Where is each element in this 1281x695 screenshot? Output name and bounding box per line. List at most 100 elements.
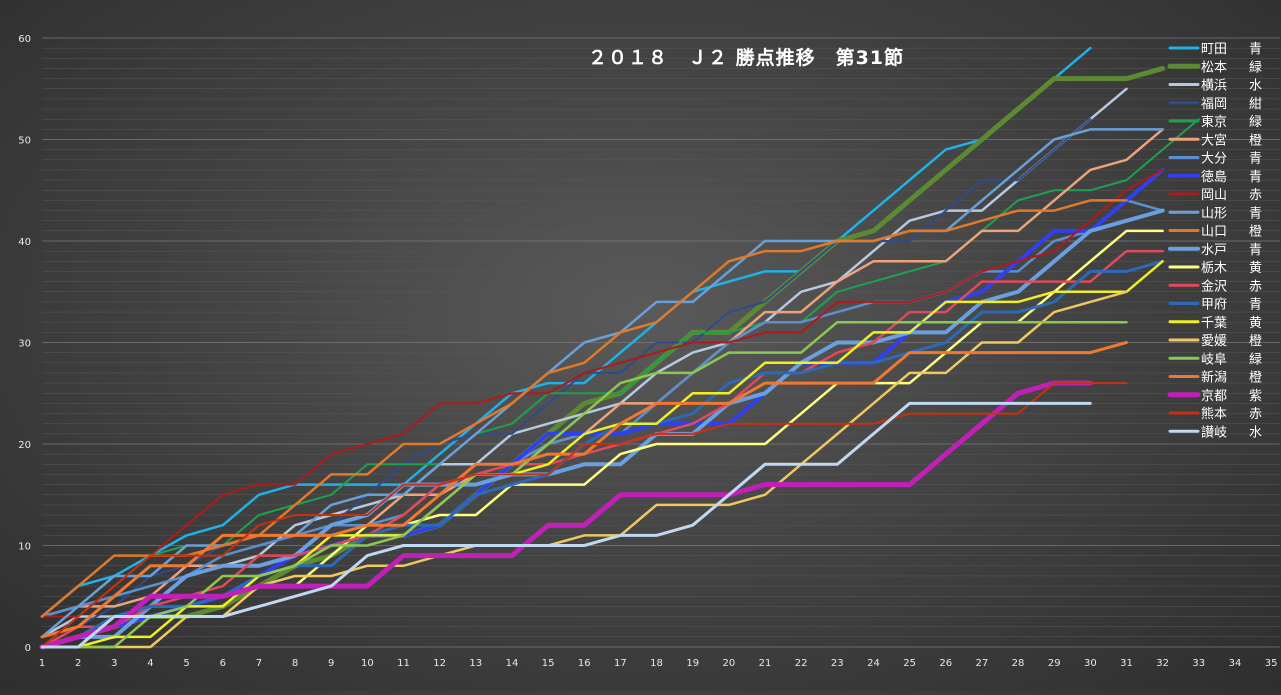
legend-label-color: 緑 — [1249, 115, 1262, 130]
x-tick-label: 26 — [939, 658, 952, 669]
x-tick-label: 20 — [722, 658, 735, 669]
legend-label: 千葉 — [1201, 316, 1227, 331]
legend-label-color: 橙 — [1249, 225, 1262, 240]
x-tick-label: 21 — [759, 658, 772, 669]
x-tick-label: 10 — [361, 658, 374, 669]
legend-label: 松本 — [1201, 60, 1227, 75]
legend-label-color: 黄 — [1249, 316, 1262, 331]
series-line-14 — [40, 249, 1164, 649]
x-tick-label: 25 — [903, 658, 916, 669]
legend-label-color: 緑 — [1249, 352, 1262, 367]
x-tick-label: 12 — [433, 658, 446, 669]
x-tick-label: 8 — [292, 658, 298, 669]
x-tick-label: 34 — [1229, 658, 1242, 669]
x-tick-label: 35 — [1265, 658, 1278, 669]
x-tick-label: 23 — [831, 658, 844, 669]
legend-label-color: 青 — [1249, 298, 1262, 313]
x-tick-label: 18 — [650, 658, 663, 669]
legend-label-color: 赤 — [1249, 188, 1262, 203]
x-tick-label: 28 — [1012, 658, 1025, 669]
legend-label: 金沢 — [1201, 278, 1227, 294]
x-tick-label: 19 — [686, 658, 699, 669]
x-tick-label: 24 — [867, 658, 880, 669]
legend-label: 横浜 — [1201, 79, 1227, 94]
y-tick-label: 30 — [18, 339, 31, 350]
x-tick-label: 32 — [1156, 658, 1169, 669]
legend-label: 讃岐 — [1201, 425, 1227, 440]
series-line-18 — [40, 320, 1128, 649]
x-tick-label: 11 — [397, 658, 410, 669]
x-tick-label: 27 — [976, 658, 989, 669]
x-tick-label: 6 — [220, 658, 226, 669]
legend-label: 岡山 — [1201, 188, 1227, 203]
y-tick-label: 60 — [18, 34, 31, 45]
y-tick-label: 0 — [25, 643, 31, 654]
x-tick-label: 15 — [542, 658, 555, 669]
series-line-2 — [39, 66, 1166, 650]
legend-label: 東京 — [1201, 114, 1227, 130]
x-tick-label: 14 — [506, 658, 519, 669]
x-tick-label: 2 — [75, 658, 81, 669]
legend-label-color: 青 — [1249, 243, 1262, 258]
legend-label: 甲府 — [1201, 298, 1227, 313]
legend-label-color: 橙 — [1249, 334, 1262, 349]
series-lines — [39, 46, 1200, 650]
x-tick-label: 5 — [183, 658, 189, 669]
x-tick-label: 30 — [1084, 658, 1097, 669]
series-line-17 — [40, 290, 1128, 649]
legend-label-color: 青 — [1249, 206, 1262, 221]
legend-label-color: 橙 — [1249, 133, 1262, 148]
legend-label-color: 青 — [1249, 170, 1262, 185]
legend-label: 新潟 — [1201, 370, 1227, 386]
legend-label: 大分 — [1201, 152, 1227, 167]
x-tick-label: 16 — [578, 658, 591, 669]
legend-label-color: 赤 — [1249, 279, 1262, 294]
legend-label: 山形 — [1201, 206, 1227, 221]
legend-label: 愛媛 — [1201, 334, 1227, 349]
legend-label-color: 橙 — [1249, 371, 1262, 386]
legend: 町田 青松本 緑横浜 水福岡 紺東京 緑大宮 橙大分 青徳島 青岡山 赤山形 青山口 橙水戸 青栃木 黄金… — [1167, 42, 1262, 440]
series-line-11 — [40, 199, 1128, 618]
legend-label-color: 青 — [1249, 152, 1262, 167]
legend-label: 岐阜 — [1201, 351, 1227, 367]
legend-label: 栃木 — [1201, 261, 1227, 276]
series-line-20 — [39, 380, 1093, 650]
legend-label: 水戸 — [1201, 243, 1227, 258]
legend-label-color: 緑 — [1249, 60, 1262, 75]
legend-label-color: 赤 — [1249, 407, 1262, 422]
y-tick-label: 20 — [18, 440, 31, 451]
x-tick-label: 9 — [328, 658, 334, 669]
x-tick-label: 4 — [147, 658, 153, 669]
legend-label-color: 青 — [1249, 42, 1262, 57]
y-tick-label: 10 — [18, 542, 31, 553]
series-line-4 — [41, 118, 1092, 638]
legend-label-color: 紺 — [1249, 97, 1262, 112]
series-line-22 — [40, 401, 1092, 649]
legend-label-color: 黄 — [1249, 261, 1262, 276]
x-tick-label: 17 — [614, 658, 627, 669]
legend-label: 京都 — [1201, 389, 1227, 404]
x-tick-label: 29 — [1048, 658, 1061, 669]
legend-label: 熊本 — [1201, 406, 1227, 422]
legend-label: 町田 — [1201, 42, 1227, 57]
legend-label: 山口 — [1201, 225, 1227, 240]
legend-label: 大宮 — [1201, 132, 1227, 148]
legend-label: 福岡 — [1201, 97, 1227, 112]
x-tick-label: 1 — [39, 658, 45, 669]
legend-label-color: 紫 — [1249, 389, 1262, 404]
x-tick-label: 33 — [1192, 658, 1205, 669]
legend-label: 徳島 — [1201, 170, 1227, 185]
x-tick-label: 7 — [256, 658, 262, 669]
series-line-12 — [40, 208, 1165, 649]
legend-label-color: 水 — [1249, 425, 1262, 440]
series-line-9 — [41, 168, 1164, 618]
chart-title: ２０１８ Ｊ２ 勝点推移 第31節 — [588, 46, 904, 69]
series-line-19 — [40, 341, 1128, 639]
x-tick-label: 3 — [111, 658, 117, 669]
series-line-21 — [41, 382, 1128, 648]
x-tick-label: 22 — [795, 658, 808, 669]
legend-label-color: 水 — [1249, 79, 1262, 94]
